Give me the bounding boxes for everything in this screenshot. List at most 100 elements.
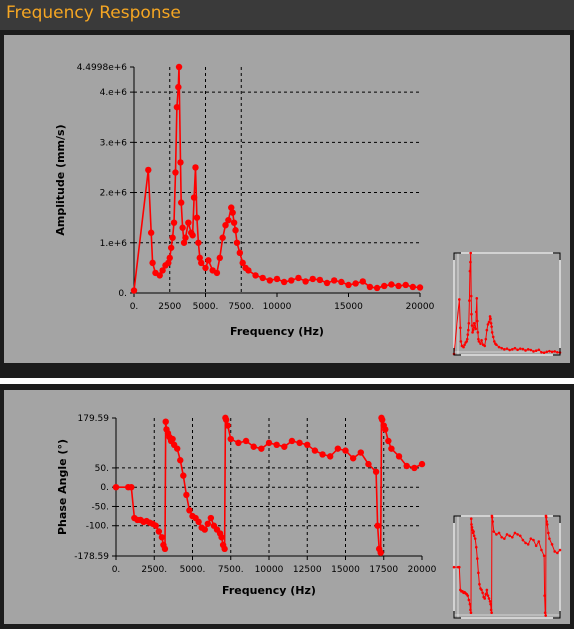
y-tick-label: 4.e+6: [100, 88, 128, 98]
x-tick-label: 15000: [331, 565, 360, 575]
phase-chart[interactable]: -178.59 -100. -50. 0. 50. 179.59 0. 2500. 5000. 7…: [4, 390, 570, 624]
data-point: [338, 278, 345, 286]
thumbnail-data-point: [479, 342, 482, 345]
data-point: [409, 283, 417, 291]
data-point: [204, 520, 211, 527]
data-point: [169, 435, 176, 443]
thumbnail-data-point: [470, 525, 474, 529]
thumbnail-data-point: [459, 340, 463, 343]
data-point: [207, 514, 215, 522]
data-point: [331, 277, 338, 284]
thumbnail-data-point: [490, 331, 494, 334]
thumbnail-data-point: [513, 346, 517, 350]
thumbnail-data-point: [474, 310, 478, 314]
thumbnail-data-point: [508, 348, 511, 352]
thumbnail-data-point: [470, 312, 473, 316]
data-point: [334, 445, 342, 452]
thumbnail-data-point: [491, 520, 494, 523]
thumbnail-data-point: [526, 543, 530, 546]
y-tick-label: -50.: [91, 502, 109, 512]
data-point: [173, 103, 181, 111]
thumbnail-data-point: [548, 349, 551, 353]
thumbnail-data-point: [473, 537, 477, 540]
thumbnail-corner-handle: [553, 348, 561, 356]
thumbnail-data-point: [477, 340, 481, 343]
thumbnail-data-point: [472, 321, 476, 325]
thumbnail-data-point: [488, 600, 492, 603]
data-point: [165, 259, 172, 267]
x-axis-label: Frequency (Hz): [230, 325, 324, 338]
thumbnail-data-point: [521, 347, 525, 351]
data-point: [357, 449, 364, 456]
thumbnail-data-point: [550, 543, 554, 546]
thumbnail-data-point: [466, 594, 470, 597]
thumbnail-data-point: [511, 535, 514, 539]
panel-separator: [0, 378, 574, 384]
data-point: [288, 277, 295, 284]
thumbnail-data-point: [466, 333, 470, 336]
amplitude-panel: 0. 1.e+6 2.e+6 3.e+6 4.e+6 4.4998e+6 0. 2500 500…: [4, 35, 570, 363]
thumbnail-data-point: [469, 260, 472, 264]
data-point: [258, 445, 265, 452]
thumbnail-data-point: [558, 548, 562, 552]
x-tick-label: 17500: [369, 565, 398, 575]
thumbnail-data-point: [480, 338, 483, 342]
thumbnail-data-point: [491, 335, 495, 339]
thumbnail-data-point: [472, 530, 475, 533]
data-point: [180, 472, 187, 479]
data-point: [242, 437, 250, 445]
data-point: [222, 416, 230, 423]
data-point: [352, 280, 359, 287]
thumbnail-data-point: [556, 551, 559, 555]
data-point: [273, 275, 281, 283]
thumbnail-data-point: [472, 534, 476, 538]
data-point: [221, 545, 228, 553]
thumbnail-data-point: [503, 348, 506, 351]
thumbnail-data-point: [544, 516, 548, 519]
thumbnail-data-point: [469, 251, 472, 255]
thumbnail-data-point: [474, 545, 478, 549]
x-tick-label: 20000: [408, 565, 437, 575]
thumbnail-data-point: [550, 350, 554, 354]
data-point: [158, 534, 166, 541]
amplitude-chart[interactable]: 0. 1.e+6 2.e+6 3.e+6 4.e+6 4.4998e+6 0. 2500 500…: [4, 35, 570, 363]
data-point: [366, 283, 374, 291]
data-point: [205, 257, 212, 264]
thumbnail-data-point: [486, 594, 490, 597]
y-tick-label: 4.4998e+6: [77, 63, 128, 73]
thumbnail-data-point: [545, 523, 549, 526]
thumbnail-data-point: [489, 608, 493, 612]
thumbnail-data-point: [465, 337, 469, 341]
data-point: [411, 464, 418, 472]
thumbnail-data-point: [495, 533, 498, 536]
x-tick-label: 20000: [406, 302, 435, 312]
thumbnail-data-point: [495, 343, 498, 347]
thumbnail-corner-handle: [553, 515, 561, 523]
thumbnail-data-point: [518, 534, 522, 538]
thumbnail-data-point: [537, 540, 541, 543]
thumbnail-data-point: [458, 565, 461, 569]
data-point: [228, 204, 235, 211]
thumbnail-data-point: [543, 611, 547, 615]
data-point: [112, 483, 120, 491]
y-tick-label: 179.59: [78, 414, 110, 424]
data-point: [385, 437, 392, 445]
data-point: [185, 219, 192, 226]
data-point: [183, 491, 190, 499]
data-point: [266, 277, 274, 284]
thumbnail-data-point: [537, 348, 541, 352]
data-point: [170, 219, 178, 226]
window-titlebar: Frequency Response: [0, 0, 574, 30]
data-point: [402, 281, 409, 289]
thumbnail-data-point: [500, 535, 504, 539]
data-point: [179, 224, 186, 231]
data-point: [250, 443, 257, 450]
thumbnail-data-point: [529, 348, 533, 352]
data-point: [190, 194, 198, 201]
thumbnail-data-point: [477, 337, 480, 341]
thumbnail-data-point: [505, 533, 509, 536]
data-point: [304, 441, 311, 449]
data-point: [395, 453, 403, 460]
thumbnail-data-point: [468, 269, 472, 273]
thumbnail-data-point: [476, 319, 479, 323]
